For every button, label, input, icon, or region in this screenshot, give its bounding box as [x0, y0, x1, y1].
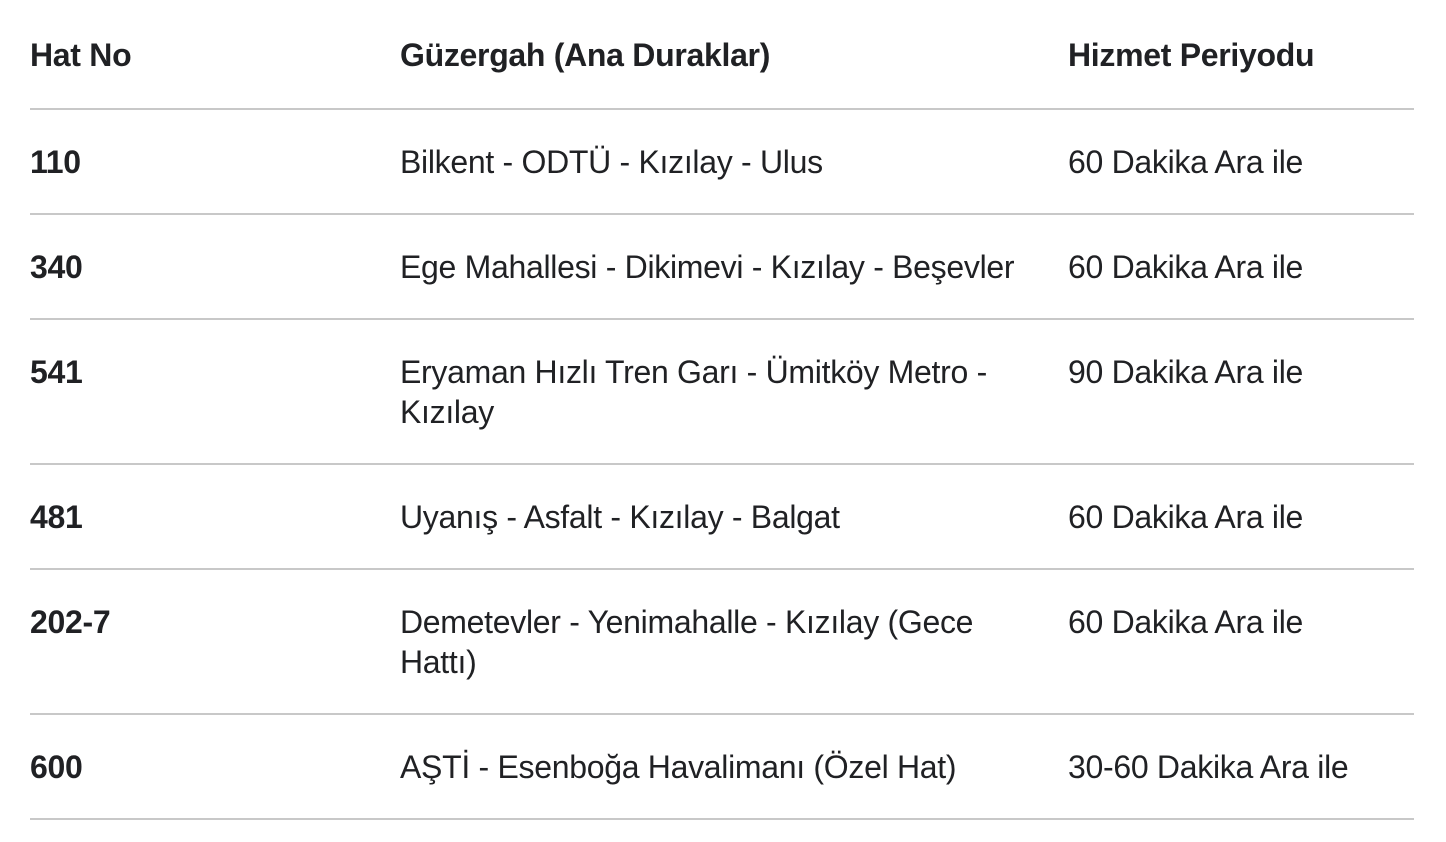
table-row: 110 Bilkent - ODTÜ - Kızılay - Ulus 60 Dak…: [30, 109, 1414, 215]
column-header-hizmet-periyodu: Hizmet Periyodu: [1068, 0, 1414, 110]
table-body: 110 Bilkent - ODTÜ - Kızılay - Ulus 60 Dak…: [30, 109, 1414, 820]
cell-hizmet-periyodu: 30-60 Dakika Ara ile: [1068, 714, 1414, 820]
cell-guzergah: Bilkent - ODTÜ - Kızılay - Ulus: [400, 109, 1068, 215]
cell-guzergah: AŞTİ - Esenboğa Havalimanı (Özel Hat): [400, 714, 1068, 820]
column-header-guzergah: Güzergah (Ana Duraklar): [400, 0, 1068, 110]
cell-hat-no: 202-7: [30, 569, 400, 715]
cell-hat-no: 110: [30, 109, 400, 215]
cell-hat-no: 481: [30, 464, 400, 570]
cell-hizmet-periyodu: 60 Dakika Ara ile: [1068, 109, 1414, 215]
cell-guzergah: Uyanış - Asfalt - Kızılay - Balgat: [400, 464, 1068, 570]
table-header: Hat No Güzergah (Ana Duraklar) Hizmet Pe…: [30, 0, 1414, 110]
cell-guzergah: Ege Mahallesi - Dikimevi - Kızılay - Beş…: [400, 214, 1068, 320]
table-row: 600 AŞTİ - Esenboğa Havalimanı (Özel Hat)…: [30, 714, 1414, 820]
cell-hizmet-periyodu: 60 Dakika Ara ile: [1068, 569, 1414, 715]
cell-hat-no: 600: [30, 714, 400, 820]
table-row: 202-7 Demetevler - Yenimahalle - Kızılay …: [30, 569, 1414, 715]
cell-hizmet-periyodu: 60 Dakika Ara ile: [1068, 464, 1414, 570]
table-row: 481 Uyanış - Asfalt - Kızılay - Balgat 60 …: [30, 464, 1414, 570]
table-row: 340 Ege Mahallesi - Dikimevi - Kızılay - …: [30, 214, 1414, 320]
table-header-row: Hat No Güzergah (Ana Duraklar) Hizmet Pe…: [30, 0, 1414, 110]
bus-routes-table: Hat No Güzergah (Ana Duraklar) Hizmet Pe…: [30, 0, 1414, 820]
column-header-hat-no: Hat No: [30, 0, 400, 110]
cell-hat-no: 541: [30, 319, 400, 465]
table-row: 541 Eryaman Hızlı Tren Garı - Ümitköy Met…: [30, 319, 1414, 465]
cell-hizmet-periyodu: 60 Dakika Ara ile: [1068, 214, 1414, 320]
cell-guzergah: Eryaman Hızlı Tren Garı - Ümitköy Metro …: [400, 319, 1068, 465]
cell-hat-no: 340: [30, 214, 400, 320]
cell-guzergah: Demetevler - Yenimahalle - Kızılay (Gece…: [400, 569, 1068, 715]
cell-hizmet-periyodu: 90 Dakika Ara ile: [1068, 319, 1414, 465]
